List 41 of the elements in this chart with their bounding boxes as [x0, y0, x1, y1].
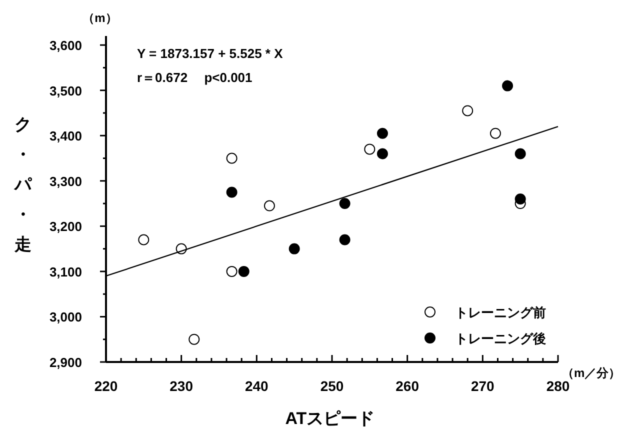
x-axis-title: ATスピード — [285, 409, 375, 428]
annotation: Y = 1873.157 + 5.525 * X — [137, 46, 284, 61]
x-tick-label: 280 — [546, 378, 570, 394]
point — [264, 200, 275, 212]
point — [226, 152, 238, 164]
point — [238, 266, 250, 277]
legend-label: トレーニング前 — [455, 305, 546, 320]
point — [376, 148, 388, 160]
y-tick-label: 3,500 — [49, 83, 82, 98]
x-tick-label: 230 — [170, 378, 194, 394]
y-tick-label: 3,100 — [49, 264, 82, 280]
text: （m／分） — [562, 366, 621, 380]
y-axis-title: ク・パ・走 — [14, 115, 32, 254]
x-tick-label: 260 — [396, 378, 420, 394]
x-tick-label: 270 — [470, 378, 495, 394]
point — [339, 234, 350, 246]
point — [376, 128, 388, 139]
point — [502, 80, 514, 92]
legend-label: トレーニング後 — [455, 331, 546, 346]
point — [364, 144, 376, 155]
point — [490, 128, 501, 139]
point — [138, 234, 150, 246]
x-tick-label: 240 — [244, 378, 269, 394]
annotation: r＝0.672 p<0.001 — [137, 70, 252, 85]
point — [226, 186, 238, 198]
text: （m） — [82, 11, 118, 25]
y-tick-label: 3,600 — [49, 38, 82, 54]
point — [514, 194, 526, 204]
point — [462, 105, 474, 116]
x-tick-label: 250 — [320, 378, 344, 394]
x-tick-label: 220 — [94, 378, 118, 394]
y-tick-label: 3,200 — [49, 219, 82, 234]
y-tick-label: 3,300 — [49, 174, 82, 189]
point — [514, 148, 526, 160]
y-tick-label: 3,000 — [49, 310, 82, 325]
point — [339, 198, 350, 210]
y-tick-label: 3,400 — [49, 128, 82, 144]
point — [226, 266, 238, 277]
point — [288, 243, 300, 254]
point — [188, 334, 200, 345]
y-tick-label: 2,900 — [49, 355, 82, 370]
